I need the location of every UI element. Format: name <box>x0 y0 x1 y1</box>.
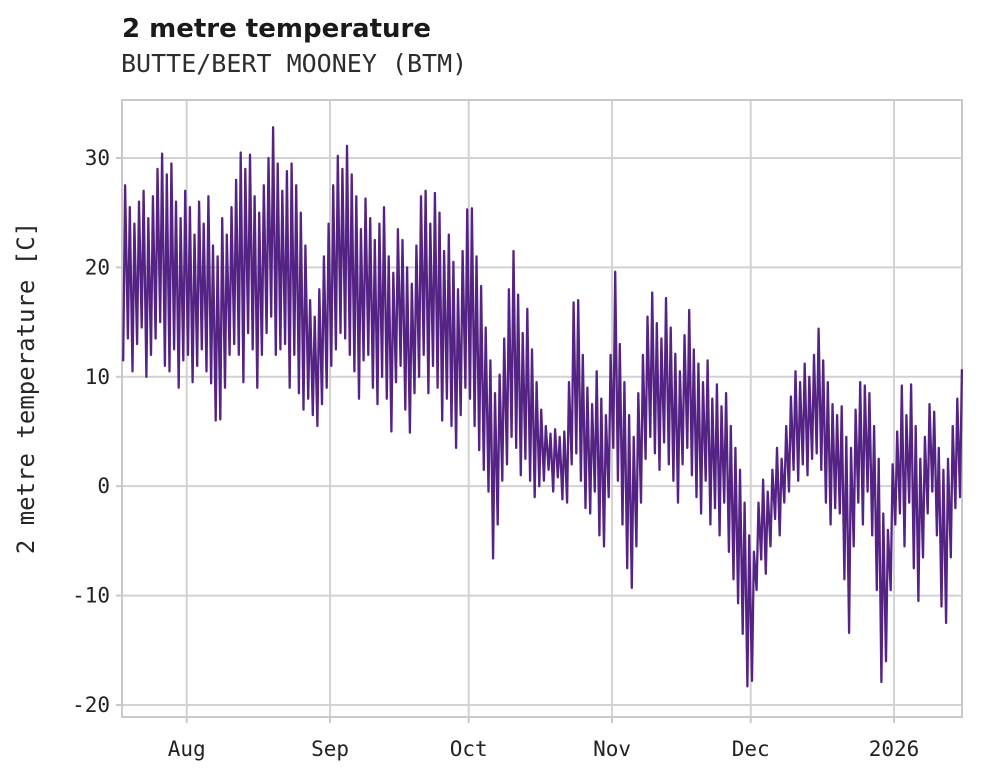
y-axis-label: 2 metre temperature [C] <box>12 222 40 554</box>
x-tick-label: 2026 <box>869 737 920 761</box>
chart-title: 2 metre temperature <box>122 14 431 44</box>
plot-border <box>121 99 963 718</box>
axis-ticks <box>116 156 896 723</box>
y-tick-label: 10 <box>85 365 110 389</box>
x-tick-label: Nov <box>593 737 631 761</box>
temperature-line-series <box>122 126 964 688</box>
grid-lines <box>122 100 962 717</box>
y-tick-label: -20 <box>72 693 110 717</box>
axis-tick-labels: 30 20 10 0 -10 -20 Aug Sep Oct Nov Dec 2026 <box>72 146 919 761</box>
x-tick-label: Aug <box>168 737 206 761</box>
x-tick-label: Dec <box>732 737 770 761</box>
y-tick-label: 30 <box>85 146 110 170</box>
temperature-line <box>122 126 964 688</box>
y-tick-label: 0 <box>97 474 110 498</box>
x-tick-label: Oct <box>450 737 488 761</box>
y-tick-label: 20 <box>85 255 110 279</box>
x-tick-label: Sep <box>311 737 349 761</box>
chart-subtitle: BUTTE/BERT MOONEY (BTM) <box>121 49 468 78</box>
y-tick-label: -10 <box>72 584 110 608</box>
